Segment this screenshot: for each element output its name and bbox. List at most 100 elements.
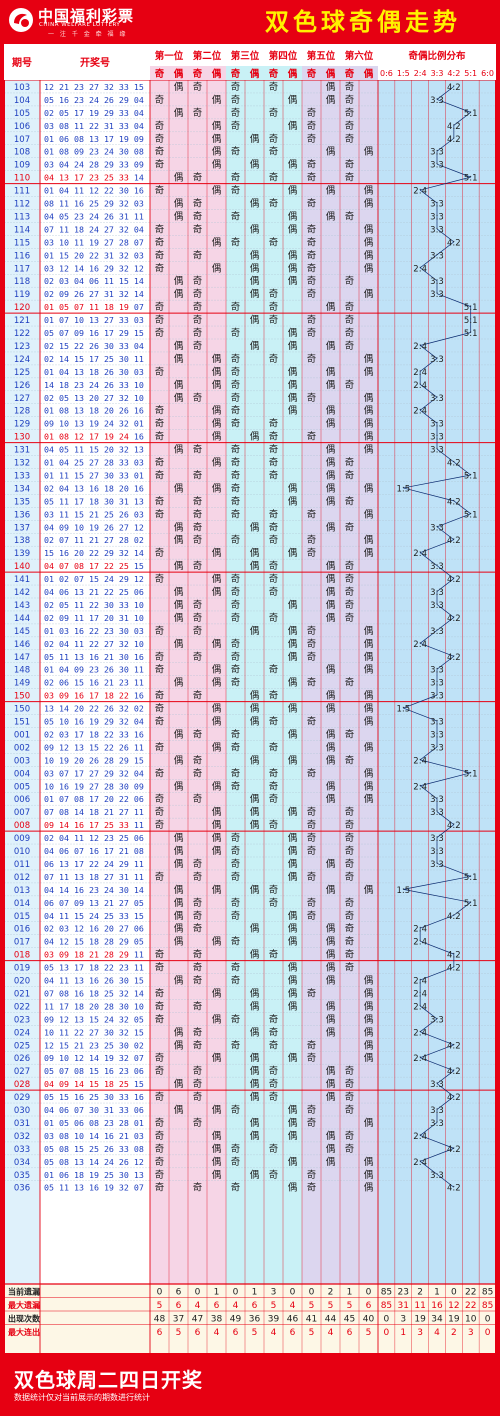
stat-value: 44 [325,1314,337,1324]
draw-numbers-cell: 01 04 25 27 28 33 03 [44,458,144,468]
ratio-mark: 4:2 [447,575,461,585]
ratio-trend-line [419,630,438,644]
odd-mark: 奇 [155,547,165,559]
ratio-mark: 3:3 [430,523,444,533]
odd-mark: 奇 [231,638,241,650]
draw-numbers-cell: 04 09 14 15 18 25 15 [44,1079,144,1089]
ratio-trend-line [420,914,454,929]
even-mark: 偶 [326,521,336,533]
odd-mark: 奇 [307,845,317,857]
stat-value: 6 [214,1301,220,1311]
even-mark: 偶 [364,1117,374,1129]
stat-value: 37 [173,1314,184,1324]
ratio-mark: 5:1 [464,769,478,779]
even-mark: 偶 [326,379,336,391]
odd-mark: 奇 [269,534,279,546]
odd-mark: 奇 [307,392,317,404]
ratio-trend-line [419,345,438,359]
even-mark: 偶 [364,651,374,663]
period-cell: 019 [14,964,30,974]
even-mark: 偶 [326,975,336,987]
ratio-mark: 3:3 [430,212,444,222]
even-mark: 偶 [364,1156,374,1168]
odd-mark: 奇 [269,81,279,93]
even-mark: 偶 [288,1104,298,1116]
odd-mark: 奇 [155,1052,165,1064]
position-subheader-bg [302,66,340,80]
period-cell: 004 [14,769,30,779]
even-mark: 偶 [364,508,374,520]
draw-numbers-cell: 10 11 22 27 30 32 15 [44,1027,144,1037]
stat-value: 4 [290,1301,296,1311]
even-mark: 偶 [212,832,222,844]
even-mark: 偶 [250,275,260,287]
draw-numbers-cell: 04 12 15 18 28 29 05 [44,937,144,947]
ratio-trend-line [436,448,455,463]
stat-value: 31 [398,1301,409,1311]
odd-mark: 奇 [231,172,241,184]
draw-numbers-cell: 01 04 09 23 26 30 11 [44,665,144,675]
even-mark: 偶 [174,1078,184,1090]
draw-numbers-cell: 01 08 13 18 20 26 16 [44,406,144,416]
stat-value: 6 [176,1287,182,1297]
even-mark: 偶 [250,223,260,235]
draw-numbers-cell: 02 07 11 21 27 28 02 [44,535,144,545]
period-cell: 033 [14,1145,30,1155]
odd-mark: 奇 [155,651,165,663]
odd-mark: 奇 [345,521,355,533]
ratio-mark: 5:1 [464,899,478,909]
stat-value: 4 [214,1328,220,1338]
odd-mark: 奇 [231,469,241,481]
ratio-mark: 3:3 [430,394,444,404]
even-mark: 偶 [288,1156,298,1168]
ratio-mark: 4:2 [447,614,461,624]
stat-value: 6 [252,1301,258,1311]
ratio-trend-line [436,241,455,256]
ratio-trend-line [419,1161,438,1175]
odd-mark: 奇 [345,94,355,106]
position-header: 第五位 [307,50,336,62]
even-mark: 偶 [364,625,374,637]
stat-value: 6 [157,1328,163,1338]
draw-numbers-cell: 02 04 11 12 23 25 06 [44,833,144,843]
ratio-mark: 3:3 [430,795,444,805]
ratio-trend-line [436,137,455,152]
odd-mark: 奇 [269,146,279,158]
even-mark: 偶 [364,418,374,430]
period-column-bg [4,80,40,1284]
odd-mark: 奇 [345,210,355,222]
odd-mark: 奇 [193,1000,203,1012]
odd-mark: 奇 [307,1182,317,1194]
ratio-trend-line [419,396,438,411]
odd-mark: 奇 [155,223,165,235]
odd-mark: 奇 [193,599,203,611]
period-cell: 115 [14,238,30,248]
even-mark: 偶 [212,1169,222,1181]
draw-numbers-cell: 02 15 22 26 30 33 04 [44,341,144,351]
ratio-mark: 2:4 [413,925,427,935]
even-mark: 偶 [212,1104,222,1116]
period-cell: 108 [14,148,30,158]
even-mark: 偶 [174,728,184,740]
stat-value: 34 [431,1314,443,1324]
even-mark: 偶 [250,262,260,274]
odd-mark: 奇 [345,560,355,572]
even-mark: 偶 [326,340,336,352]
stat-label: 最大遗漏 [8,1300,40,1310]
draw-numbers-cell: 07 08 14 18 21 27 11 [44,807,144,817]
ratio-mark: 3:3 [430,200,444,210]
ratio-mark: 2:4 [413,1132,427,1142]
odd-mark: 奇 [269,314,279,326]
even-mark: 偶 [326,469,336,481]
period-cell: 146 [14,640,30,650]
draw-numbers-cell: 11 17 18 20 28 30 10 [44,1001,144,1011]
odd-mark: 奇 [155,431,165,443]
stat-value: 85 [482,1287,493,1297]
odd-mark: 奇 [269,107,279,119]
odd-mark: 奇 [269,949,279,961]
odd-mark: 奇 [307,431,317,443]
even-mark: 偶 [174,1039,184,1051]
stat-value: 5 [309,1328,315,1338]
draw-numbers-cell: 03 09 18 21 28 29 11 [44,950,144,960]
even-mark: 偶 [326,586,336,598]
